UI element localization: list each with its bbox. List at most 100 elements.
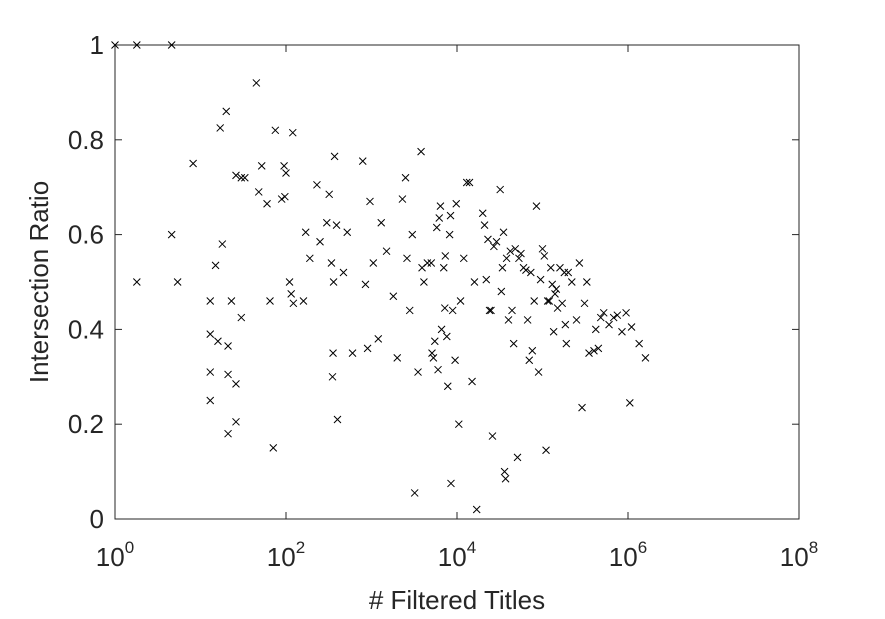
- data-point: [511, 244, 520, 253]
- x-tick-label: 100: [96, 538, 134, 572]
- data-point: [329, 278, 338, 286]
- x-tick-label: 102: [267, 538, 305, 572]
- data-point: [459, 254, 468, 263]
- data-point: [173, 278, 182, 286]
- data-point: [218, 240, 227, 248]
- data-point: [414, 368, 422, 376]
- data-point: [478, 209, 487, 218]
- data-point: [517, 249, 525, 258]
- data-point: [401, 173, 410, 182]
- data-point: [434, 365, 442, 374]
- data-point: [429, 353, 438, 362]
- data-point: [240, 173, 249, 182]
- data-point: [447, 479, 455, 488]
- x-tick-label: 104: [438, 538, 476, 572]
- data-point: [536, 275, 545, 284]
- data-point: [452, 199, 461, 208]
- data-point: [508, 306, 516, 315]
- data-point: [442, 332, 451, 341]
- data-point: [423, 259, 432, 267]
- data-point: [558, 299, 567, 308]
- data-point: [456, 297, 465, 305]
- data-point: [468, 377, 476, 386]
- data-point: [484, 235, 492, 244]
- data-point: [389, 292, 398, 301]
- data-point: [596, 313, 605, 322]
- data-point: [330, 152, 339, 161]
- data-point: [482, 275, 491, 284]
- y-tick-label: 0.6: [68, 220, 104, 250]
- data-point: [635, 339, 643, 348]
- axis-tick-labels: 100 102 104 106 108 0 0.2 0.4 0.6 0.8 1: [68, 30, 818, 572]
- data-point: [287, 289, 296, 298]
- data-point: [405, 306, 414, 315]
- data-point: [542, 446, 550, 455]
- data-point: [560, 268, 569, 277]
- y-axis-label: Intersection Ratio: [24, 181, 54, 383]
- data-point: [506, 247, 515, 256]
- data-point: [528, 346, 537, 355]
- data-point: [369, 259, 378, 267]
- data-point: [549, 327, 558, 336]
- data-point: [618, 327, 626, 336]
- data-point: [167, 41, 176, 49]
- data-point: [525, 356, 534, 365]
- data-point: [465, 178, 474, 187]
- data-point: [500, 467, 509, 476]
- data-point: [627, 323, 636, 331]
- data-point: [515, 254, 523, 263]
- data-point: [206, 297, 215, 305]
- data-point: [490, 242, 498, 251]
- data-point: [622, 308, 630, 317]
- data-point: [322, 218, 331, 227]
- data-point: [513, 453, 522, 462]
- data-point: [232, 417, 240, 426]
- data-point: [313, 180, 321, 189]
- data-point: [269, 444, 278, 452]
- data-point: [523, 316, 532, 324]
- data-point: [497, 287, 506, 296]
- data-point: [564, 268, 573, 277]
- data-point: [498, 263, 507, 272]
- y-tick-label: 0.2: [68, 409, 104, 439]
- data-point: [485, 306, 494, 315]
- data-point: [393, 353, 402, 362]
- data-point: [428, 349, 436, 357]
- data-point: [289, 299, 298, 308]
- data-point: [599, 308, 608, 317]
- data-point: [282, 169, 290, 177]
- data-point: [361, 280, 370, 289]
- data-point: [299, 297, 308, 305]
- data-point: [625, 399, 634, 407]
- data-point: [605, 320, 613, 329]
- data-point: [254, 188, 263, 196]
- data-point: [578, 403, 586, 412]
- data-point: [504, 316, 513, 324]
- data-point: [532, 202, 541, 211]
- data-point: [227, 297, 236, 305]
- data-point: [224, 370, 232, 379]
- data-point: [534, 368, 543, 376]
- x-tick-label: 106: [609, 538, 647, 572]
- x-tick-label: 108: [780, 538, 818, 572]
- data-point: [472, 505, 481, 514]
- data-point: [111, 41, 119, 49]
- data-point: [189, 159, 197, 168]
- data-point: [545, 297, 554, 305]
- data-point: [551, 289, 559, 298]
- data-point: [332, 221, 341, 229]
- axis-ticks: [114, 44, 800, 520]
- data-point: [263, 199, 271, 208]
- data-point: [417, 147, 425, 156]
- data-point: [237, 313, 246, 322]
- data-point: [257, 162, 266, 170]
- y-tick-label: 1: [90, 30, 104, 60]
- data-point: [451, 356, 459, 365]
- y-tick-label: 0: [90, 504, 104, 534]
- data-point: [377, 218, 386, 227]
- data-point: [132, 41, 141, 49]
- data-point: [398, 195, 407, 203]
- data-point: [613, 311, 622, 320]
- data-point: [325, 190, 334, 199]
